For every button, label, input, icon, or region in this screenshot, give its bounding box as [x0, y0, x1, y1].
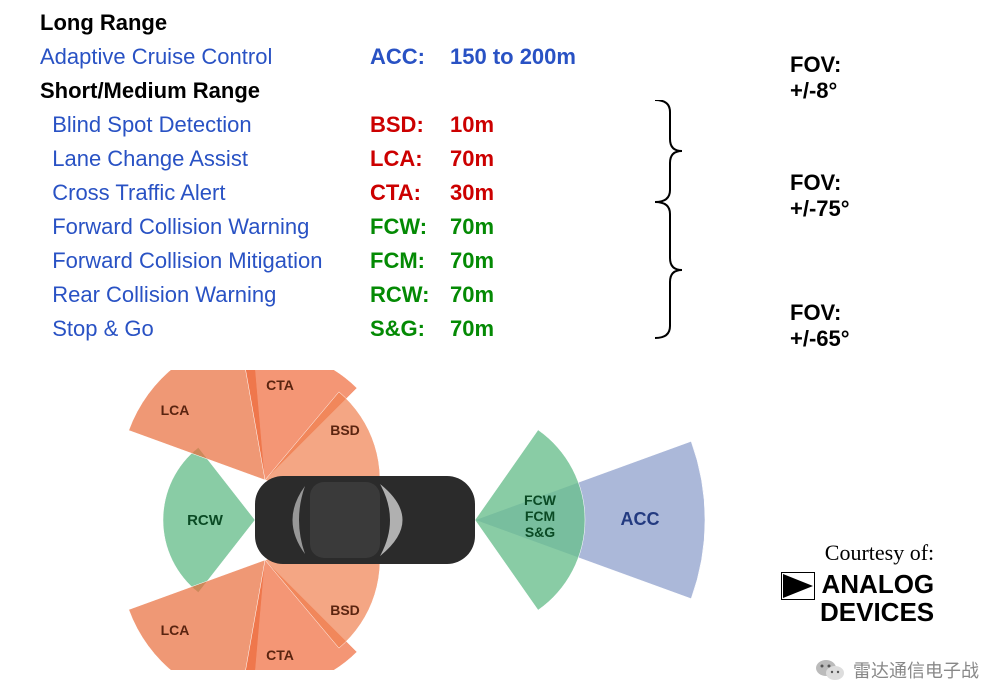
- spec-abbr: CTA:: [370, 180, 450, 206]
- spec-abbr: ACC:: [370, 44, 450, 70]
- fov-braces: [650, 100, 730, 360]
- spec-abbr: S&G:: [370, 316, 450, 342]
- spec-abbr: FCM:: [370, 248, 450, 274]
- cone-label-fcw: FCW: [524, 492, 557, 508]
- spec-range: 70m: [450, 214, 600, 240]
- analog-devices-logo: ANALOG DEVICES: [780, 572, 934, 625]
- wechat-watermark: 雷达通信电子战: [815, 657, 979, 683]
- spec-name: Stop & Go: [40, 316, 370, 342]
- spec-abbr: BSD:: [370, 112, 450, 138]
- spec-row: Cross Traffic AlertCTA:30m: [40, 180, 600, 214]
- cone-label-bsd-tr: BSD: [330, 422, 360, 438]
- courtesy-text: Courtesy of:: [780, 540, 934, 566]
- cone-label-fcw: S&G: [525, 524, 555, 540]
- cone-label-cta-t: CTA: [266, 377, 294, 393]
- fov-label: FOV: +/-65°: [790, 300, 850, 352]
- cone-label-bsd-br: BSD: [330, 602, 360, 618]
- spec-range: 70m: [450, 248, 600, 274]
- spec-row: Stop & GoS&G:70m: [40, 316, 600, 350]
- attribution: Courtesy of: ANALOG DEVICES: [780, 540, 934, 625]
- spec-row: Blind Spot DetectionBSD:10m: [40, 112, 600, 146]
- spec-name: Forward Collision Warning: [40, 214, 370, 240]
- spec-abbr: FCW:: [370, 214, 450, 240]
- wechat-text: 雷达通信电子战: [853, 657, 979, 683]
- spec-row: Rear Collision WarningRCW:70m: [40, 282, 600, 316]
- spec-range: 150 to 200m: [450, 44, 600, 70]
- spec-range: 70m: [450, 146, 600, 172]
- spec-row: Lane Change AssistLCA:70m: [40, 146, 600, 180]
- spec-name: Forward Collision Mitigation: [40, 248, 370, 274]
- spec-range: 70m: [450, 282, 600, 308]
- wechat-icon: [815, 657, 845, 683]
- cone-label-lca-bl: LCA: [161, 622, 190, 638]
- cone-label-cta-b: CTA: [266, 647, 294, 663]
- cone-label-lca-tl: LCA: [161, 402, 190, 418]
- spec-rows-bottom: Blind Spot DetectionBSD:10m Lane Change …: [40, 112, 600, 350]
- spec-row: Forward Collision MitigationFCM:70m: [40, 248, 600, 282]
- spec-name: Adaptive Cruise Control: [40, 44, 370, 70]
- radar-coverage-diagram: ACC FCWFCMS&G RCW BSD BSD CTA CTA LCA LCA: [110, 370, 750, 670]
- spec-rows-top: Adaptive Cruise ControlACC:150 to 200m: [40, 44, 600, 78]
- spec-name: Cross Traffic Alert: [40, 180, 370, 206]
- cone-label-rcw: RCW: [187, 512, 224, 529]
- spec-name: Blind Spot Detection: [40, 112, 370, 138]
- header-short: Short/Medium Range: [40, 78, 600, 112]
- spec-range: 10m: [450, 112, 600, 138]
- spec-row: Adaptive Cruise ControlACC:150 to 200m: [40, 44, 600, 78]
- spec-row: Forward Collision WarningFCW:70m: [40, 214, 600, 248]
- spec-abbr: LCA:: [370, 146, 450, 172]
- cone-label-fcw: FCM: [525, 508, 555, 524]
- spec-range: 30m: [450, 180, 600, 206]
- brand-line2: DEVICES: [820, 597, 934, 627]
- spec-name: Rear Collision Warning: [40, 282, 370, 308]
- spec-name: Lane Change Assist: [40, 146, 370, 172]
- spec-range: 70m: [450, 316, 600, 342]
- cone-label-acc: ACC: [621, 509, 660, 529]
- fov-label: FOV: +/-8°: [790, 52, 841, 104]
- brand-line1: ANALOG: [821, 569, 934, 599]
- header-long: Long Range: [40, 10, 600, 44]
- spec-abbr: RCW:: [370, 282, 450, 308]
- spec-table: Long Range Adaptive Cruise ControlACC:15…: [40, 10, 600, 350]
- fov-label: FOV: +/-75°: [790, 170, 850, 222]
